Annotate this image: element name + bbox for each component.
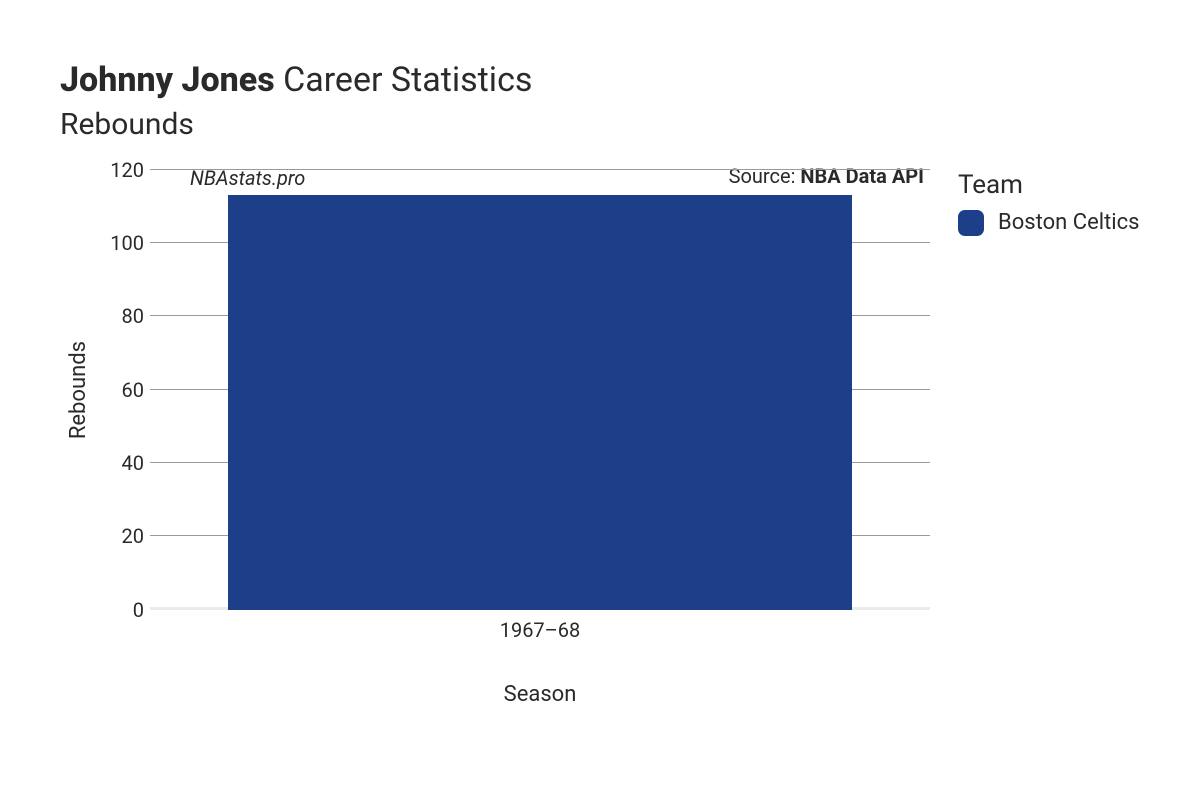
bar [228,195,852,609]
chart-title: Johnny Jones Career Statistics [60,60,1140,101]
source-attribution: Source: NBA Data API [729,164,924,188]
legend-label: Boston Celtics [998,210,1140,235]
x-tick: 1967–68 [500,618,581,642]
y-tick-column: 120100806040200 [96,170,150,610]
title-player-name: Johnny Jones [60,60,275,100]
plot-column: NBAstats.pro Source: NBA Data API 1967–6… [150,170,930,707]
source-value: NBA Data API [800,164,924,188]
chart-row: Rebounds 120100806040200 NBAstats.pro So… [60,170,1140,707]
legend-swatch [958,210,984,236]
legend: Team Boston Celtics [958,170,1140,236]
legend-title: Team [958,170,1140,200]
x-axis-label: Season [150,682,930,707]
source-prefix: Source: [729,164,801,188]
x-tick-row: 1967–68 [150,610,930,644]
chart-container: Johnny Jones Career Statistics Rebounds … [0,0,1200,800]
chart-subtitle: Rebounds [60,107,1140,142]
legend-items: Boston Celtics [958,210,1140,236]
y-axis-label: Rebounds [66,341,91,439]
legend-item: Boston Celtics [958,210,1140,236]
plot-area: NBAstats.pro Source: NBA Data API [150,170,930,610]
title-rest: Career Statistics [275,60,533,100]
gridline [150,169,930,170]
y-axis-label-column: Rebounds [60,170,96,610]
